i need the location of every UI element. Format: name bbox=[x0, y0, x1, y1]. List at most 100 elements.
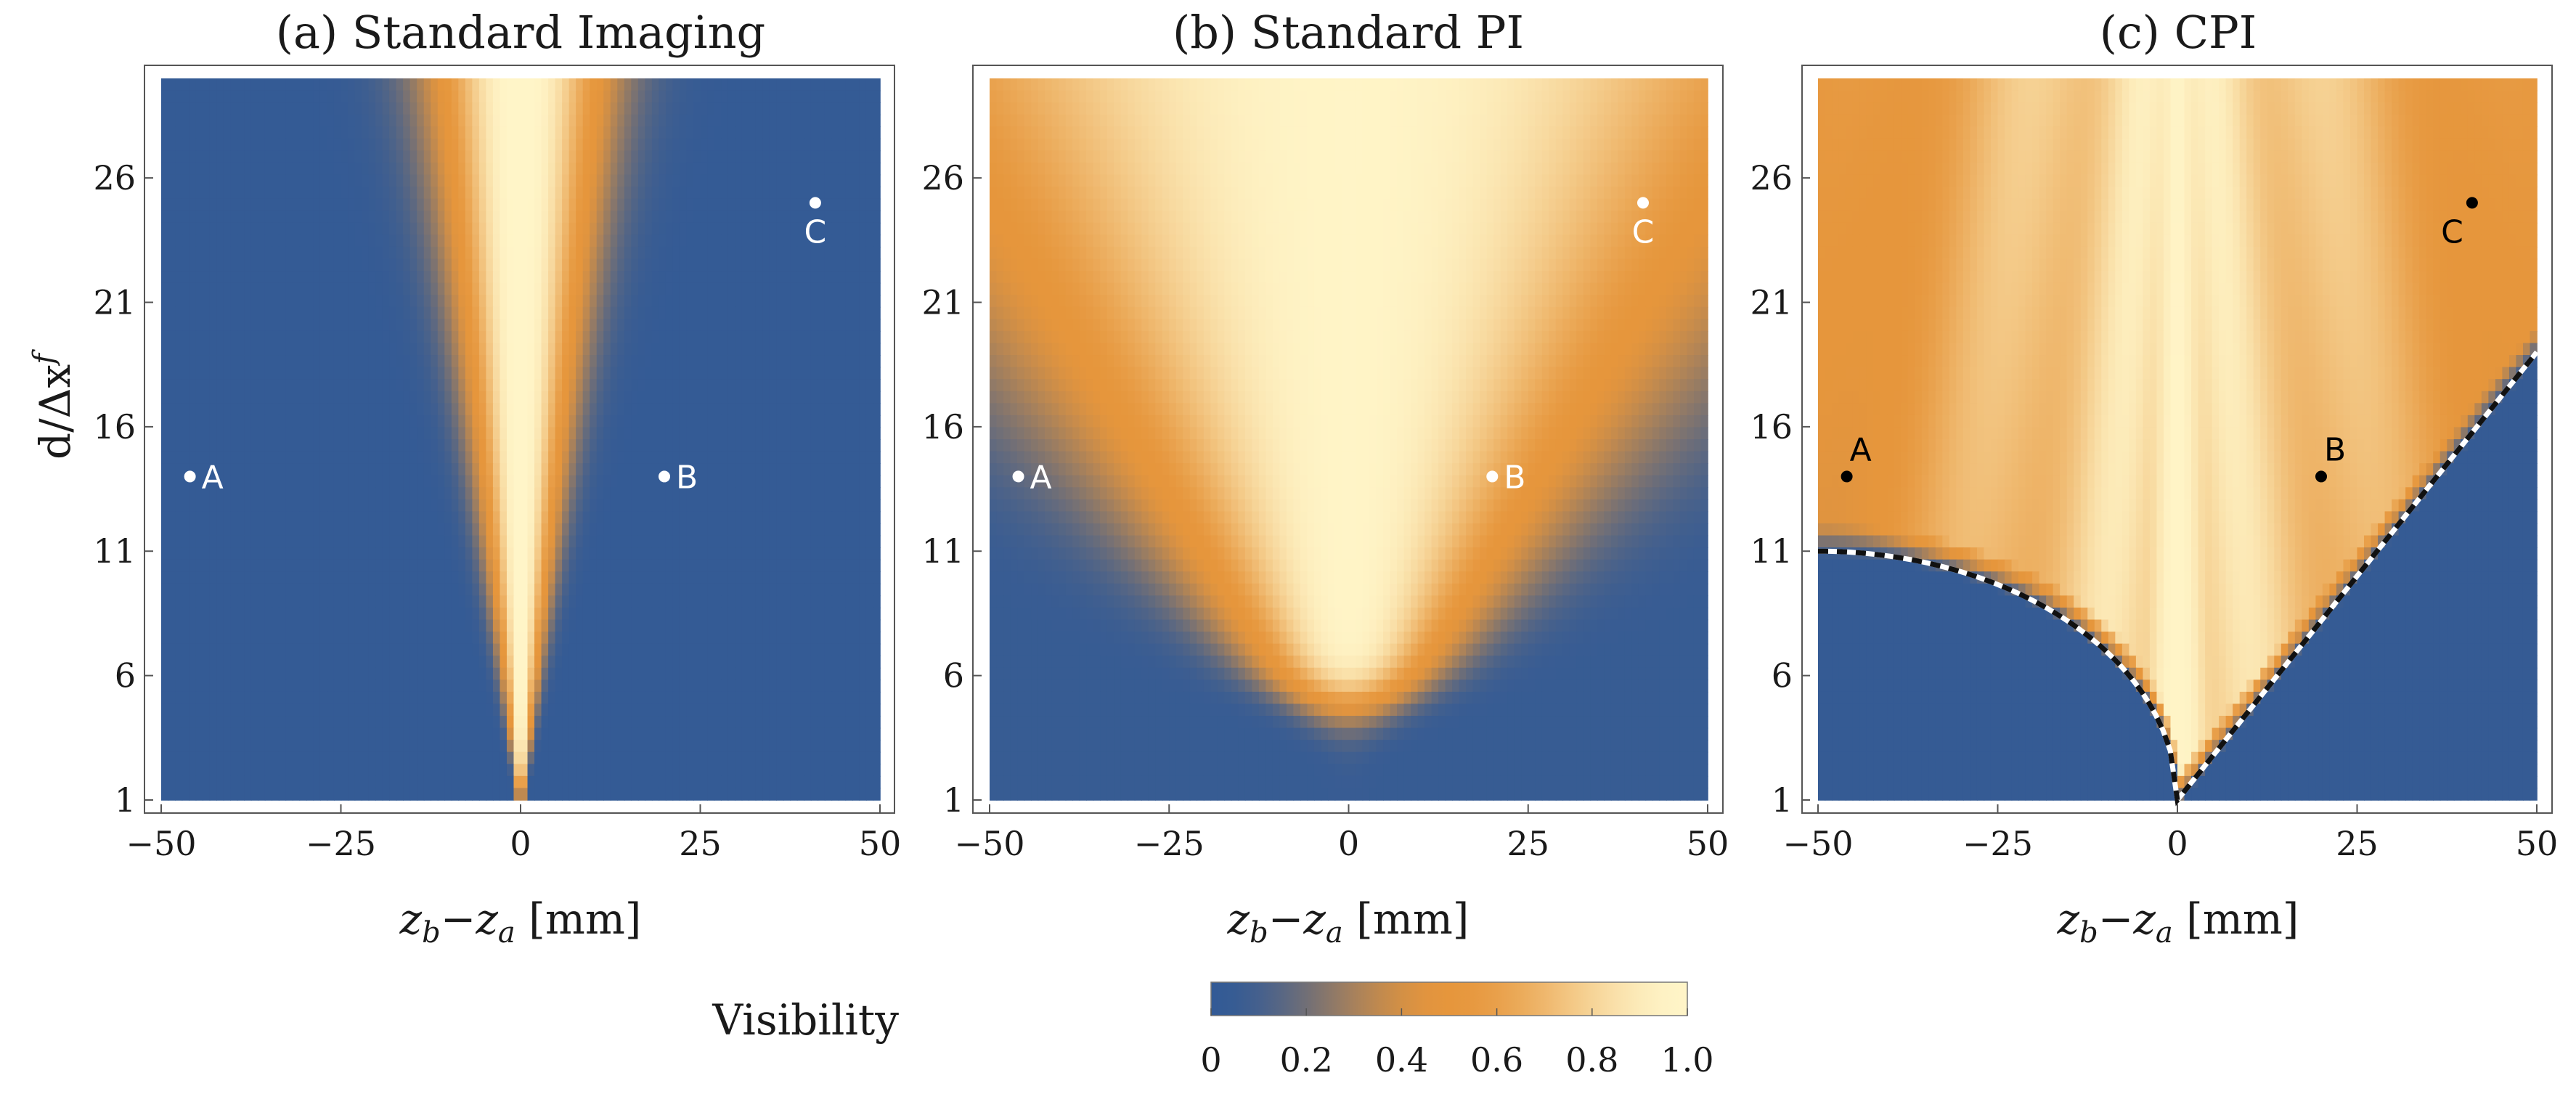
heatmap-cell bbox=[576, 571, 584, 584]
heatmap-cell bbox=[831, 246, 839, 260]
heatmap-cell bbox=[444, 355, 452, 368]
heatmap-cell bbox=[859, 547, 867, 560]
heatmap-cell bbox=[776, 306, 784, 320]
heatmap-cell bbox=[327, 246, 335, 260]
heatmap-cell bbox=[700, 451, 708, 464]
heatmap-cell bbox=[562, 114, 570, 128]
heatmap-cell bbox=[651, 78, 660, 91]
heatmap-cell bbox=[313, 439, 321, 452]
heatmap-cell bbox=[631, 595, 639, 608]
heatmap-cell bbox=[486, 90, 494, 103]
heatmap-cell bbox=[852, 126, 860, 139]
heatmap-cell bbox=[548, 415, 556, 428]
heatmap-cell bbox=[679, 499, 688, 513]
heatmap-cell bbox=[258, 126, 266, 139]
heatmap-cell bbox=[693, 187, 701, 200]
heatmap-cell bbox=[776, 463, 784, 476]
heatmap-cell bbox=[189, 391, 197, 404]
heatmap-cell bbox=[382, 78, 390, 91]
heatmap-cell bbox=[513, 571, 521, 584]
heatmap-cell bbox=[513, 211, 521, 224]
heatmap-cell bbox=[375, 234, 383, 248]
heatmap-cell bbox=[175, 355, 183, 368]
heatmap-cell bbox=[258, 114, 266, 128]
heatmap-cell bbox=[721, 355, 729, 368]
heatmap-cell bbox=[679, 632, 688, 645]
heatmap-cell bbox=[244, 282, 252, 295]
heatmap-cell bbox=[250, 78, 259, 91]
heatmap-cell bbox=[216, 90, 224, 103]
heatmap-cell bbox=[735, 415, 743, 428]
heatmap-cell bbox=[175, 234, 183, 248]
heatmap-cell bbox=[824, 306, 833, 320]
heatmap-cell bbox=[458, 415, 466, 428]
heatmap-cell bbox=[341, 607, 349, 621]
heatmap-cell bbox=[244, 234, 252, 248]
heatmap-cell bbox=[721, 78, 729, 91]
heatmap-cell bbox=[486, 343, 494, 356]
heatmap-cell bbox=[714, 258, 722, 272]
heatmap-cell bbox=[665, 511, 674, 524]
heatmap-cell bbox=[492, 258, 501, 272]
heatmap-cell bbox=[818, 295, 826, 308]
heatmap-cell bbox=[603, 391, 611, 404]
heatmap-cell bbox=[506, 138, 515, 152]
heatmap-cell bbox=[327, 547, 335, 560]
heatmap-cell bbox=[223, 367, 231, 380]
heatmap-cell bbox=[582, 415, 590, 428]
heatmap-cell bbox=[306, 379, 314, 392]
heatmap-cell bbox=[500, 475, 508, 489]
heatmap-cell bbox=[175, 391, 183, 404]
heatmap-cell bbox=[527, 499, 535, 513]
heatmap-cell bbox=[568, 174, 576, 187]
heatmap-cell bbox=[776, 211, 784, 224]
heatmap-cell bbox=[319, 102, 328, 115]
heatmap-cell bbox=[278, 198, 287, 212]
heatmap-cell bbox=[603, 547, 611, 560]
heatmap-cell bbox=[721, 511, 729, 524]
heatmap-cell bbox=[776, 174, 784, 187]
heatmap-cell bbox=[548, 306, 556, 320]
heatmap-cell bbox=[333, 319, 342, 332]
heatmap-cell bbox=[506, 295, 515, 308]
heatmap-cell bbox=[458, 114, 466, 128]
heatmap-cell bbox=[679, 198, 688, 212]
heatmap-cell bbox=[838, 511, 847, 524]
heatmap-cell bbox=[590, 114, 598, 128]
heatmap-cell bbox=[714, 282, 722, 295]
heatmap-cell bbox=[272, 126, 280, 139]
heatmap-cell bbox=[645, 150, 653, 163]
heatmap-cell bbox=[264, 379, 273, 392]
heatmap-cell bbox=[562, 222, 570, 236]
heatmap-cell bbox=[651, 198, 660, 212]
heatmap-cell bbox=[375, 511, 383, 524]
heatmap-cell bbox=[375, 475, 383, 489]
heatmap-cell bbox=[403, 607, 411, 621]
heatmap-cell bbox=[375, 306, 383, 320]
heatmap-cell bbox=[665, 330, 674, 344]
heatmap-cell bbox=[762, 403, 770, 416]
heatmap-cell bbox=[831, 415, 839, 428]
heatmap-cell bbox=[645, 523, 653, 536]
heatmap-cell bbox=[783, 583, 791, 597]
heatmap-cell bbox=[783, 138, 791, 152]
heatmap-cell bbox=[617, 451, 625, 464]
heatmap-cell bbox=[631, 306, 639, 320]
heatmap-cell bbox=[603, 78, 611, 91]
heatmap-cell bbox=[727, 187, 735, 200]
heatmap-cell bbox=[562, 90, 570, 103]
heatmap-cell bbox=[513, 174, 521, 187]
heatmap-cell bbox=[230, 114, 238, 128]
heatmap-cell bbox=[237, 343, 245, 356]
heatmap-cell bbox=[804, 162, 812, 176]
heatmap-cell bbox=[230, 330, 238, 344]
heatmap-cell bbox=[714, 523, 722, 536]
heatmap-cell bbox=[362, 475, 370, 489]
heatmap-cell bbox=[230, 619, 238, 632]
heatmap-cell bbox=[824, 535, 833, 548]
heatmap-cell bbox=[168, 306, 176, 320]
heatmap-cell bbox=[568, 198, 576, 212]
heatmap-cell bbox=[362, 595, 370, 608]
heatmap-cell bbox=[437, 187, 446, 200]
heatmap-cell bbox=[409, 391, 418, 404]
